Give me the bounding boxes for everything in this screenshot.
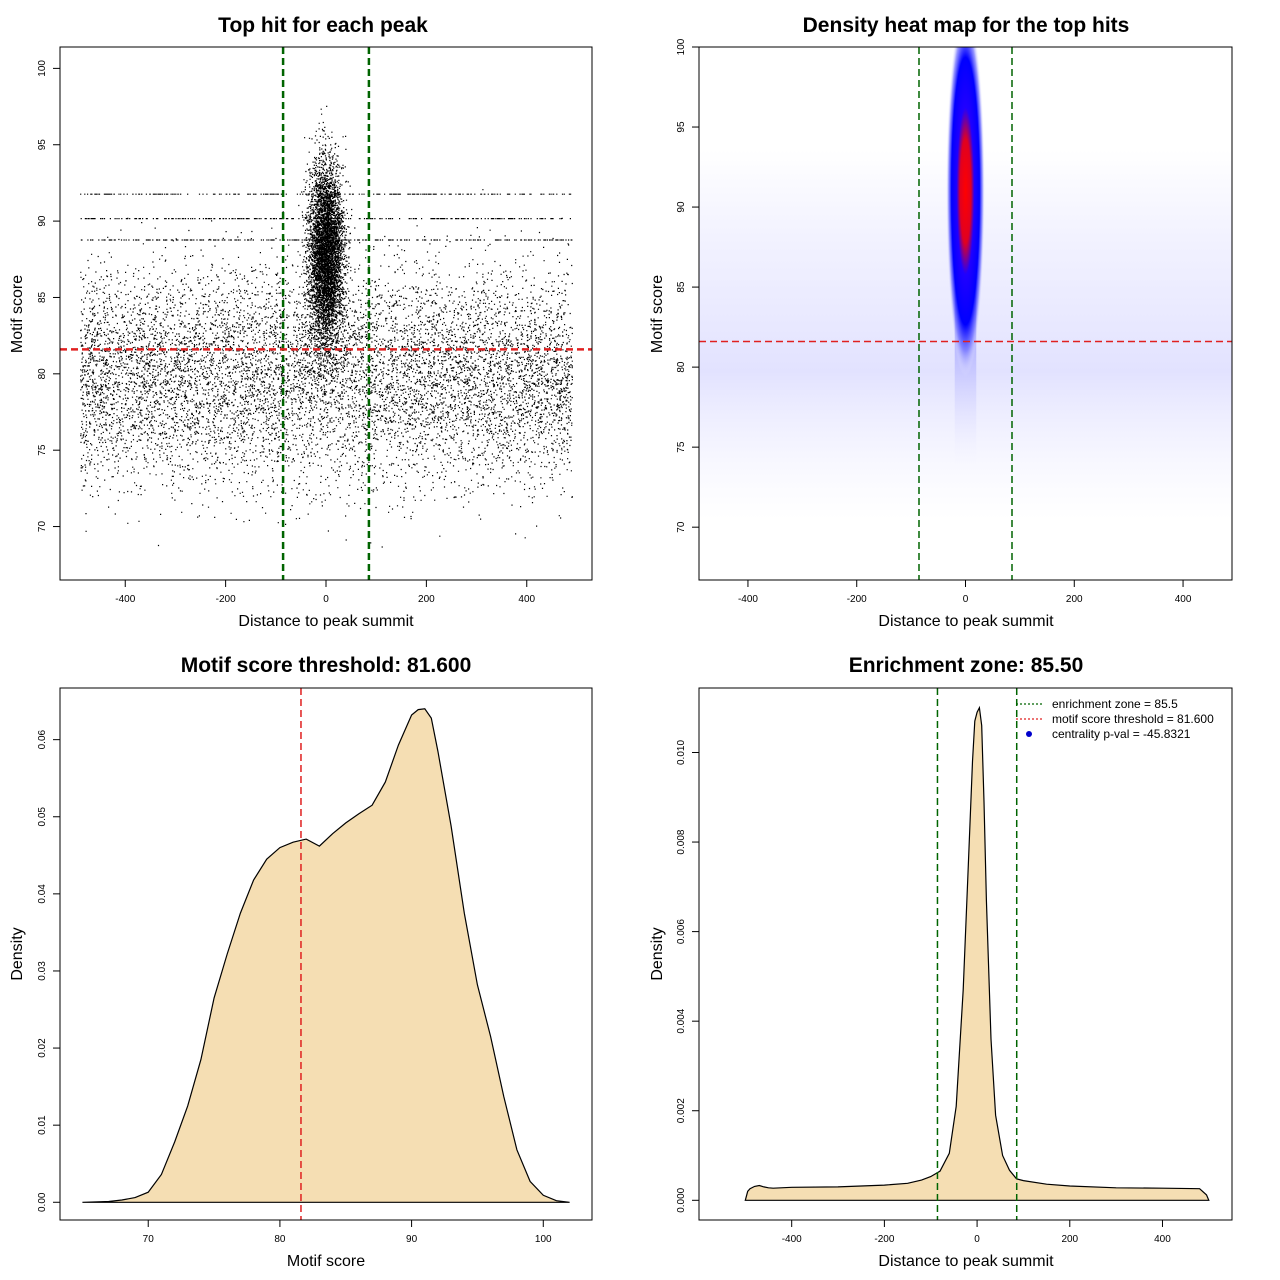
distance-density-title: Enrichment zone: 85.50 [849, 654, 1084, 677]
distance-density-y-tick-label: 0.006 [676, 919, 687, 944]
heatmap-y-tick-label: 80 [676, 361, 687, 373]
heatmap-y-label: Motif score [649, 275, 666, 353]
distance-density-y-label: Density [649, 927, 666, 980]
scatter-y-tick-label: 95 [37, 139, 48, 151]
heatmap-title: Density heat map for the top hits [803, 14, 1130, 37]
heatmap-panel: Density heat map for the top hits -400 -2… [649, 14, 1233, 630]
distance-density-y-tick-label: 0.002 [676, 1098, 687, 1123]
score-density-title: Motif score threshold: 81.600 [181, 654, 472, 677]
score-density-y-tick-label: 0.06 [37, 729, 48, 749]
legend-pvalue-swatch [1026, 731, 1032, 737]
score-density-y-label: Density [9, 927, 26, 980]
distance-density-x-tick-label: -200 [874, 1234, 894, 1245]
heatmap-y-tick-label: 70 [676, 521, 687, 533]
scatter-y-axis: 70 75 80 85 90 95 100 [37, 60, 61, 533]
legend-pvalue-label: centrality p-val = -45.8321 [1052, 727, 1191, 741]
legend: enrichment zone = 85.5 motif score thres… [1016, 697, 1214, 741]
scatter-x-tick-label: 0 [323, 594, 329, 605]
scatter-x-tick-label: -400 [115, 594, 135, 605]
scatter-x-tick-label: -200 [216, 594, 236, 605]
scatter-x-axis: -400 -200 0 200 400 [115, 579, 536, 605]
score-density-y-tick-label: 0.00 [37, 1192, 48, 1212]
distance-density-x-tick-label: 0 [974, 1234, 980, 1245]
scatter-x-tick-label: 200 [418, 594, 435, 605]
score-density-y-tick-label: 0.03 [37, 961, 48, 981]
scatter-x-tick-label: 400 [518, 594, 535, 605]
score-density-curve [82, 708, 570, 1203]
heatmap-x-label: Distance to peak summit [878, 613, 1054, 630]
score-density-x-tick-label: 80 [274, 1234, 286, 1245]
scatter-y-tick-label: 80 [37, 368, 48, 380]
heatmap-y-tick-label: 75 [676, 441, 687, 453]
distance-density-x-label: Distance to peak summit [878, 1253, 1054, 1270]
scatter-y-tick-label: 75 [37, 444, 48, 456]
score-density-panel: Motif score threshold: 81.600 70 80 90 100 … [9, 654, 593, 1270]
heatmap-x-tick-label: 200 [1066, 594, 1083, 605]
heatmap-x-tick-label: -400 [738, 594, 758, 605]
distance-density-guides [936, 688, 1018, 1220]
heatmap-x-axis: -400 -200 0 200 400 [738, 579, 1192, 605]
heatmap-hotspot [945, 47, 986, 480]
score-density-x-label: Motif score [287, 1253, 365, 1270]
heatmap-y-tick-label: 100 [676, 38, 687, 55]
distance-density-x-axis: -400 -200 0 200 400 [782, 1219, 1171, 1245]
heatmap-y-tick-label: 90 [676, 201, 687, 213]
distance-density-x-tick-label: 200 [1061, 1234, 1078, 1245]
distance-density-panel: Enrichment zone: 85.50 -400 -200 0 200 400 0… [649, 654, 1233, 1270]
legend-threshold-label: motif score threshold = 81.600 [1052, 712, 1214, 726]
distance-density-y-tick-label: 0.004 [676, 1008, 687, 1033]
distance-density-x-tick-label: -400 [782, 1234, 802, 1245]
scatter-plot-frame [59, 46, 593, 581]
scatter-panel: Top hit for each peak -400 -200 0 200 400 70… [9, 14, 593, 630]
heatmap-x-tick-label: -200 [847, 594, 867, 605]
heatmap-y-axis: 70 75 80 85 90 95 100 [676, 38, 700, 533]
scatter-y-label: Motif score [9, 275, 26, 353]
heatmap-y-tick-label: 85 [676, 281, 687, 293]
score-density-x-tick-label: 70 [143, 1234, 155, 1245]
scatter-y-tick-label: 70 [37, 521, 48, 533]
score-density-y-axis: 0.00 0.01 0.02 0.03 0.04 0.05 0.06 [37, 729, 61, 1212]
distance-density-x-tick-label: 400 [1154, 1234, 1171, 1245]
scatter-title: Top hit for each peak [218, 14, 428, 37]
score-density-x-tick-label: 100 [535, 1234, 552, 1245]
heatmap-x-tick-label: 400 [1175, 594, 1192, 605]
scatter-y-tick-label: 85 [37, 291, 48, 303]
heatmap-guides [699, 47, 1232, 580]
scatter-guides [60, 47, 592, 580]
heatmap-x-tick-label: 0 [963, 594, 969, 605]
heatmap-y-tick-label: 95 [676, 121, 687, 133]
heatmap-core [945, 47, 986, 377]
distance-density-y-tick-label: 0.008 [676, 829, 687, 854]
distance-density-y-axis: 0.000 0.002 0.004 0.006 0.008 0.010 [676, 740, 700, 1213]
distance-density-y-tick-label: 0.010 [676, 740, 687, 765]
scatter-point-cloud [80, 105, 573, 548]
scatter-points [80, 105, 573, 548]
scatter-x-label: Distance to peak summit [238, 613, 414, 630]
score-density-y-tick-label: 0.02 [37, 1038, 48, 1058]
score-density-x-axis: 70 80 90 100 [143, 1219, 552, 1245]
distance-density-curve [744, 705, 1210, 1201]
distance-density-y-tick-label: 0.000 [676, 1187, 687, 1212]
legend-enrichment-label: enrichment zone = 85.5 [1052, 697, 1178, 711]
score-density-x-tick-label: 90 [406, 1234, 418, 1245]
scatter-y-tick-label: 90 [37, 215, 48, 227]
scatter-y-tick-label: 100 [37, 60, 48, 77]
score-density-y-tick-label: 0.04 [37, 884, 48, 904]
score-density-y-tick-label: 0.05 [37, 807, 48, 827]
score-density-y-tick-label: 0.01 [37, 1115, 48, 1135]
